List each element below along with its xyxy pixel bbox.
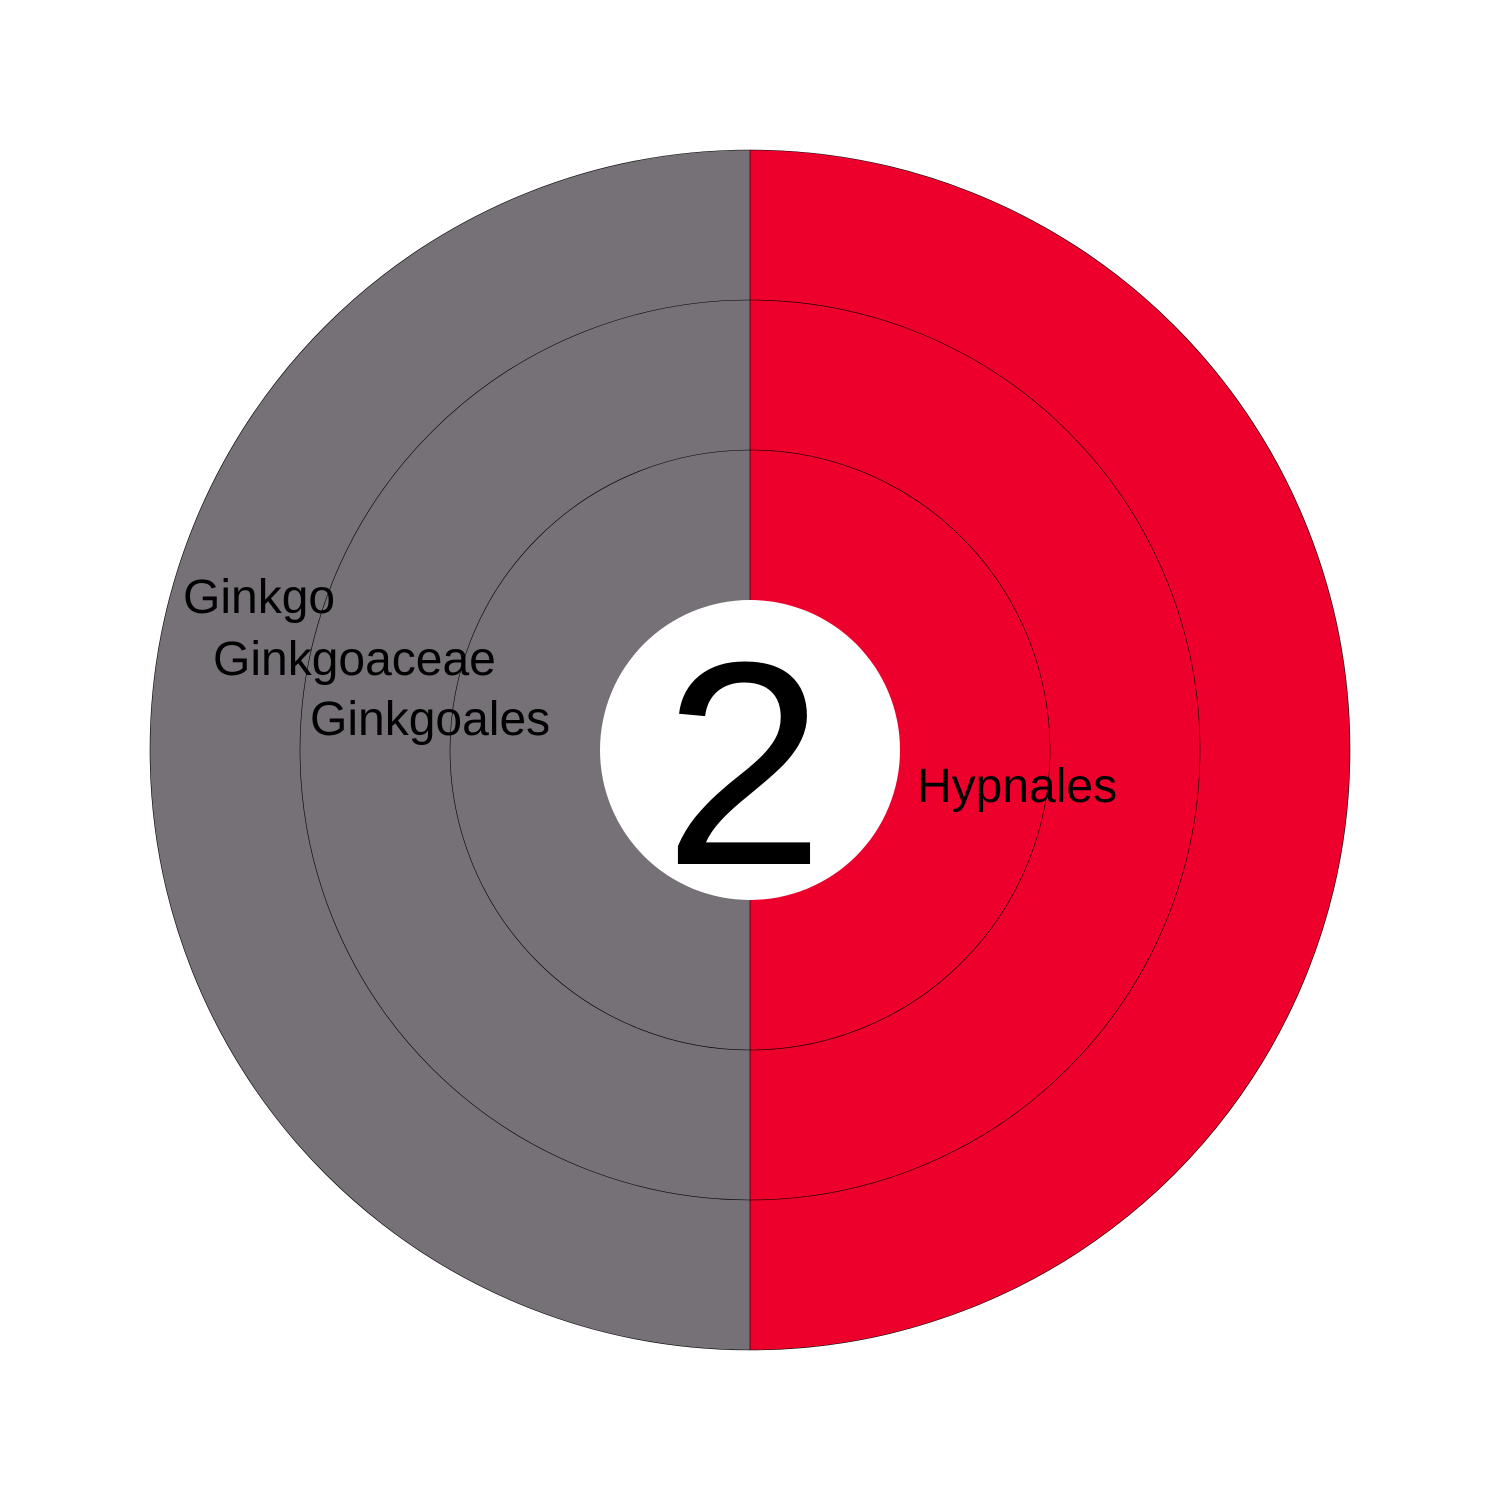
label-ginkgo: Ginkgo bbox=[183, 571, 335, 624]
label-ginkgoales: Ginkgoales bbox=[310, 693, 550, 746]
center-count: 2 bbox=[663, 602, 824, 926]
center-hole bbox=[600, 600, 900, 900]
label-hypnales: Hypnales bbox=[917, 760, 1117, 813]
label-ginkgoaceae: Ginkgoaceae bbox=[213, 633, 496, 686]
